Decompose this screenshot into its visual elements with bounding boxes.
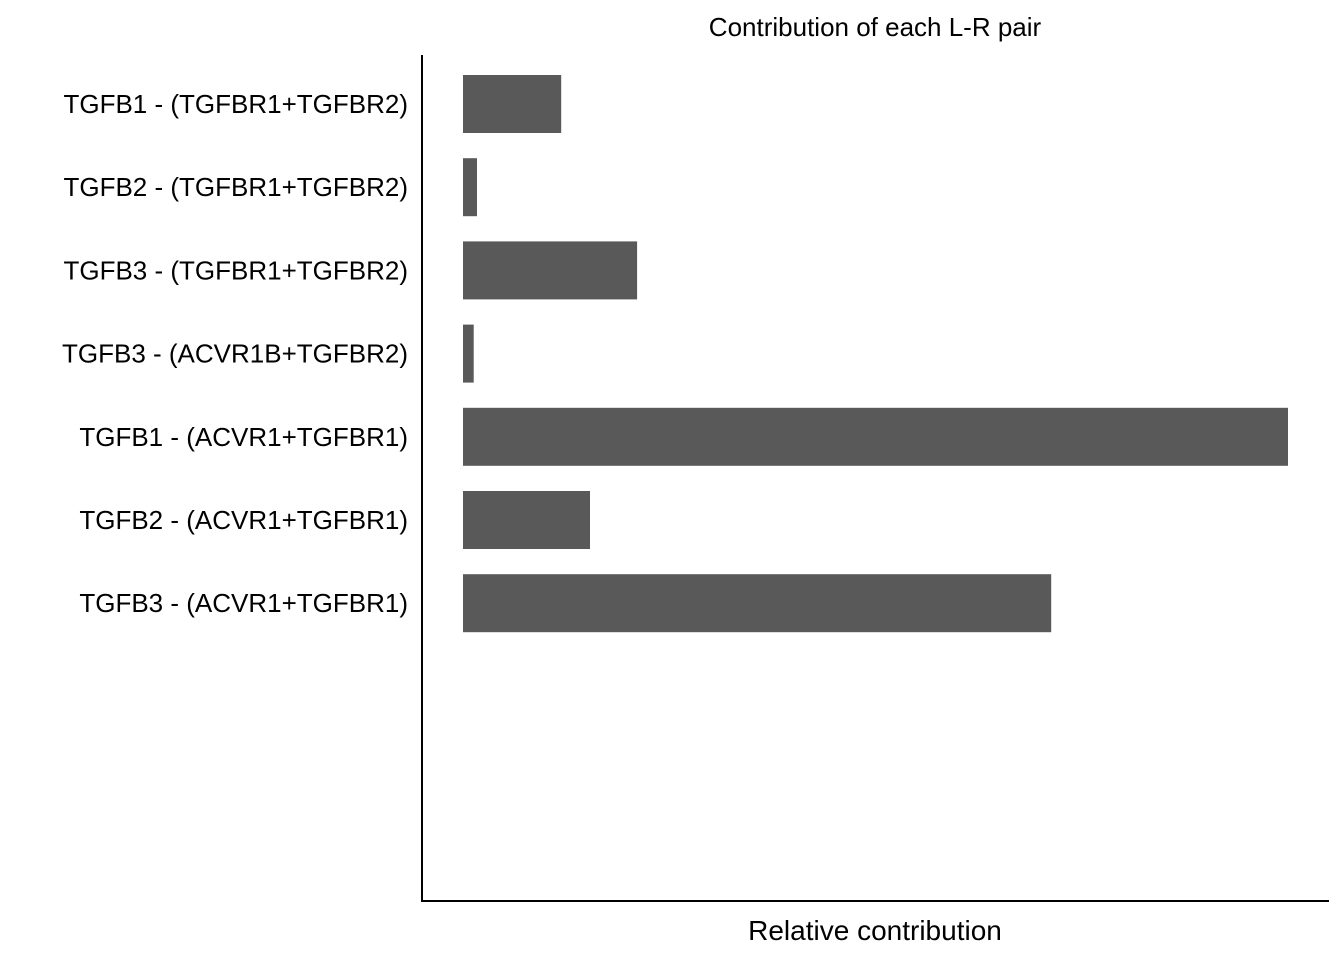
y-tick-label: TGFB3 - (ACVR1B+TGFBR2) [62, 339, 408, 369]
y-tick-label: TGFB3 - (ACVR1+TGFBR1) [79, 588, 408, 618]
bar [463, 407, 1288, 466]
y-tick-label: TGFB2 - (ACVR1+TGFBR1) [79, 505, 408, 535]
x-axis-label: Relative contribution [748, 915, 1002, 946]
bar [463, 491, 590, 549]
bar [463, 75, 562, 133]
bar [463, 574, 1052, 633]
bar [463, 158, 477, 217]
y-tick-label: TGFB1 - (ACVR1+TGFBR1) [79, 422, 408, 452]
y-tick-label: TGFB2 - (TGFBR1+TGFBR2) [63, 172, 408, 202]
chart-title: Contribution of each L-R pair [709, 12, 1042, 42]
bar [463, 324, 474, 383]
y-tick-label: TGFB1 - (TGFBR1+TGFBR2) [63, 89, 408, 119]
bar-group [463, 75, 1288, 633]
y-tick-label: TGFB3 - (TGFBR1+TGFBR2) [63, 255, 408, 285]
y-tick-labels: TGFB1 - (TGFBR1+TGFBR2) TGFB2 - (TGFBR1+T… [62, 89, 408, 618]
bar [463, 241, 638, 300]
